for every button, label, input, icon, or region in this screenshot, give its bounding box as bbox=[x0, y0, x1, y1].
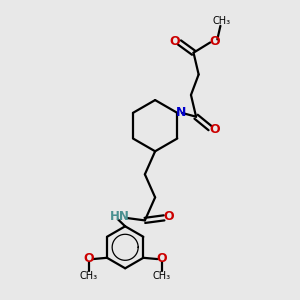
Text: CH₃: CH₃ bbox=[152, 271, 171, 281]
Text: N: N bbox=[176, 106, 186, 118]
Text: HN: HN bbox=[110, 210, 130, 223]
Text: O: O bbox=[164, 210, 174, 223]
Text: CH₃: CH₃ bbox=[212, 16, 230, 26]
Text: O: O bbox=[209, 123, 220, 136]
Text: O: O bbox=[156, 252, 167, 265]
Text: O: O bbox=[209, 35, 220, 48]
Text: CH₃: CH₃ bbox=[80, 271, 98, 281]
Text: O: O bbox=[169, 35, 180, 48]
Text: O: O bbox=[83, 252, 94, 265]
